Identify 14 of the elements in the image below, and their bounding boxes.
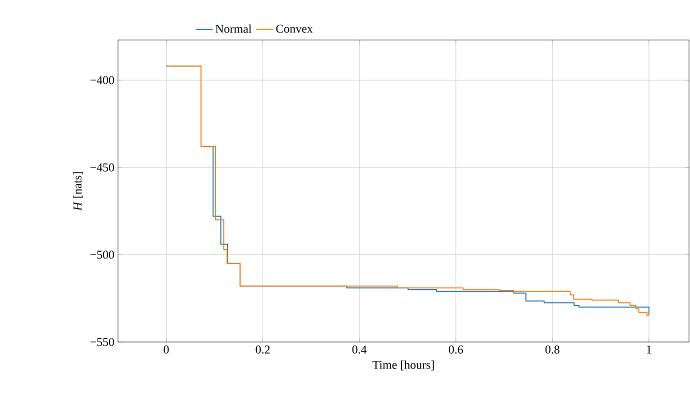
y-axis-title: H [nats]	[73, 172, 83, 211]
x-axis-title: Time [hours]	[372, 360, 434, 370]
legend-label: Normal	[216, 24, 252, 33]
y-tick-label: −500	[90, 250, 114, 259]
y-tick-label: −450	[90, 163, 114, 172]
x-tick-label: 0	[164, 346, 169, 354]
x-tick-label: 0.8	[545, 346, 560, 354]
legend-label: Convex	[276, 24, 313, 33]
x-tick-label: 0.2	[256, 346, 270, 354]
x-tick-label: 0.4	[352, 346, 367, 354]
x-tick-label: 0.6	[448, 346, 463, 354]
y-tick-label: −550	[90, 338, 114, 346]
y-tick-label: −400	[90, 76, 114, 84]
x-tick-label: 1	[647, 346, 652, 354]
